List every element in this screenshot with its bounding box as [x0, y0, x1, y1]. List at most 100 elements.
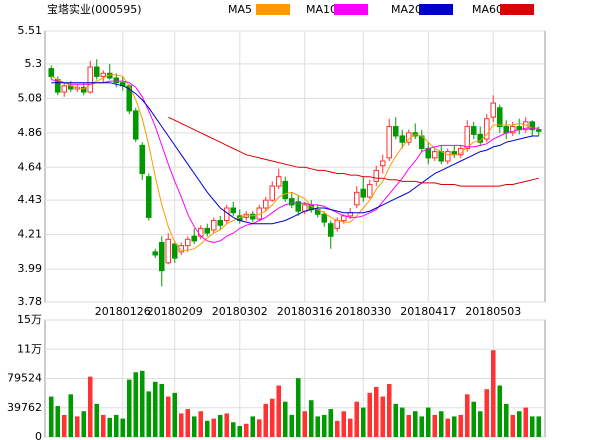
y-tick-label: 3.99	[18, 262, 43, 275]
ma-line	[168, 116, 539, 187]
volume-bar	[191, 416, 197, 437]
volume-bar	[354, 401, 360, 437]
volume-tick-label: 11万	[17, 342, 42, 355]
volume-bar	[406, 414, 412, 437]
candle-body	[93, 66, 100, 77]
volume-bar	[386, 384, 392, 437]
y-tick-label: 3.78	[18, 295, 43, 308]
candle-body	[197, 227, 204, 237]
volume-bar	[172, 392, 178, 437]
volume-bar	[152, 381, 158, 437]
candle-body	[113, 77, 120, 84]
volume-bar	[146, 391, 152, 437]
candle-body	[334, 220, 341, 229]
volume-bar	[516, 411, 522, 437]
volume-bar	[289, 414, 295, 437]
volume-bar	[282, 401, 288, 437]
legend-swatch	[334, 4, 368, 15]
candle-body	[490, 102, 497, 118]
volume-bar	[113, 414, 119, 437]
candle-body	[379, 160, 386, 167]
candle-body	[399, 135, 406, 143]
volume-bar	[302, 411, 308, 437]
volume-bar	[373, 386, 379, 437]
volume-bar	[380, 396, 386, 437]
y-tick-label: 5.08	[18, 91, 43, 104]
candle-body	[444, 151, 451, 162]
volume-bar	[237, 425, 243, 437]
candle-body	[470, 126, 477, 135]
candle-body	[48, 68, 55, 77]
volume-bar	[178, 413, 184, 437]
candle-body	[496, 107, 503, 128]
candle-body	[366, 184, 373, 198]
candle-body	[132, 110, 139, 140]
candle-body	[87, 66, 94, 93]
volume-bar	[471, 401, 477, 437]
volume-bar	[432, 414, 438, 437]
y-tick-label: 4.43	[18, 193, 43, 206]
candle-body	[425, 147, 432, 159]
candle-body	[392, 126, 399, 137]
candle-body	[269, 185, 276, 201]
candle-body	[171, 243, 178, 259]
legend-label: MA10	[306, 3, 337, 16]
volume-bar	[120, 418, 126, 437]
volume-bar	[100, 414, 106, 437]
x-tick-label: 20180503	[465, 305, 521, 318]
volume-tick-label: 15万	[17, 313, 42, 326]
volume-bar	[243, 423, 249, 437]
volume-bar	[490, 350, 496, 437]
candle-body	[321, 213, 328, 223]
volume-bar	[347, 418, 353, 437]
candle-body	[191, 235, 198, 242]
volume-bar	[133, 372, 139, 437]
y-tick-label: 4.21	[18, 228, 43, 241]
volume-bar	[321, 414, 327, 437]
volume-bar	[484, 389, 490, 437]
volume-bar	[230, 422, 236, 437]
candle-body	[100, 72, 107, 77]
candle-body	[327, 223, 334, 237]
volume-bar	[74, 416, 80, 437]
volume-bar	[185, 409, 191, 437]
candle-body	[288, 198, 295, 206]
volume-bar	[523, 407, 529, 437]
volume-bar	[419, 416, 425, 437]
volume-bar	[503, 403, 509, 437]
volume-bar	[48, 396, 54, 437]
volume-bar	[399, 407, 405, 437]
candle-body	[360, 188, 367, 198]
legend-swatch	[256, 4, 290, 15]
volume-bar	[341, 411, 347, 437]
volume-bar	[425, 407, 431, 437]
volume-bar	[204, 420, 210, 437]
volume-bar	[451, 416, 457, 437]
candle-body	[295, 201, 302, 212]
x-tick-label: 20180302	[212, 305, 268, 318]
volume-bar	[165, 396, 171, 437]
volume-bar	[81, 411, 87, 437]
candle-body	[61, 85, 68, 93]
volume-bar	[126, 379, 132, 437]
volume-bar	[438, 411, 444, 437]
x-tick-label: 20180417	[400, 305, 456, 318]
legend-label: MA60	[472, 3, 503, 16]
candle-body	[204, 227, 211, 234]
candle-body	[373, 169, 380, 182]
volume-bar	[94, 403, 100, 437]
candle-body	[464, 126, 471, 149]
candle-body	[262, 199, 269, 209]
volume-bar	[211, 418, 217, 437]
legend-label: MA20	[391, 3, 422, 16]
candle-body	[217, 220, 224, 226]
candle-body	[165, 238, 172, 264]
candle-body	[184, 238, 191, 247]
candle-body	[158, 241, 165, 272]
x-tick-label: 20180316	[277, 305, 333, 318]
volume-bar	[55, 406, 61, 437]
x-tick-label: 20180330	[335, 305, 391, 318]
volume-bar	[477, 411, 483, 437]
volume-bar	[198, 411, 204, 437]
y-tick-label: 4.86	[18, 126, 43, 139]
